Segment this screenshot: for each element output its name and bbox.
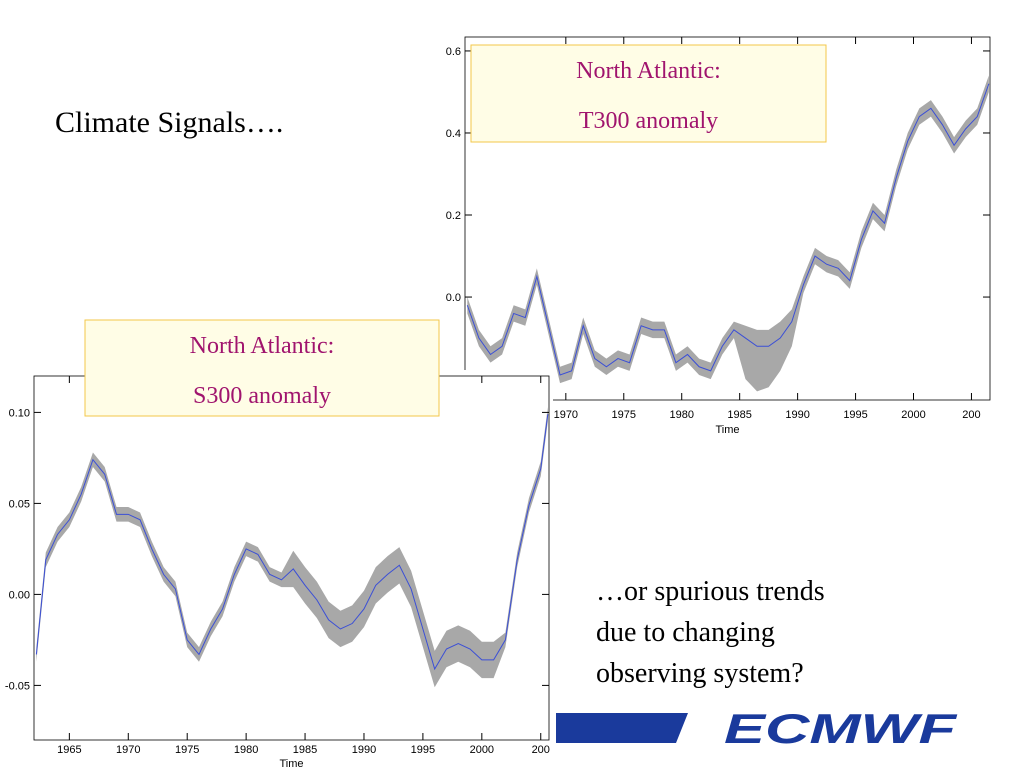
data-line [466,83,990,376]
x-tick-label: 1975 [612,409,636,421]
x-tick-label: 1995 [411,744,435,756]
x-tick-label: 1970 [554,409,578,421]
annotation: North Atlantic: [190,333,335,359]
chart: -0.05 0.00 0.05 0.10 1965 1970 1975 1980 1985 199… [0,319,553,768]
x-tick-label: 1980 [669,409,693,421]
y-tick-label: 0.6 [446,46,461,58]
slide-note: …or spurious trends due to changing obse… [596,576,825,689]
x-axis-title: Time [715,424,739,436]
chart: 0.0 0.2 0.4 0.6 1970 1975 1980 1985 1990 1995 2000… [440,0,991,440]
x-tick-label: 2000 [901,409,925,421]
x-axis-title: Time [279,758,303,768]
x-tick-label: 200 [962,409,980,421]
y-tick-label: 0.00 [9,589,30,601]
y-tick-label: 0.2 [446,210,461,222]
x-tick-label: 1965 [57,744,81,756]
annotation-box [84,319,440,417]
x-tick-label: 1975 [175,744,199,756]
x-tick-label: 2000 [470,744,494,756]
chart-background [0,370,553,768]
slide-title: Climate Signals…. [55,106,283,139]
x-tick-label: 1985 [293,744,317,756]
x-tick-label: 1990 [352,744,376,756]
annotation: North Atlantic: [576,58,721,84]
annotation: S300 anomaly [193,383,331,409]
logo-bar [556,713,688,743]
ensemble-band [36,406,548,688]
y-tick-label: -0.05 [5,680,30,692]
logo: ECMWF [724,705,958,752]
data-line [35,414,549,671]
note-line: observing system? [596,658,804,689]
annotation: T300 anomaly [579,108,718,134]
x-tick-label: 1970 [116,744,140,756]
x-tick-label: 1990 [785,409,809,421]
y-tick-label: 0.05 [9,498,30,510]
x-tick-label: 1985 [727,409,751,421]
y-tick-label: 0.10 [9,407,30,419]
plot-area [35,406,549,688]
note-line: …or spurious trends [596,576,825,607]
annotation-box [470,44,827,143]
x-tick-label: 1995 [843,409,867,421]
y-tick-label: 0.0 [446,292,461,304]
note-line: due to changing [596,617,775,648]
x-tick-label: 1980 [234,744,258,756]
x-tick-label: 200 [532,744,550,756]
plot-area [466,75,990,392]
plot-frame [464,36,991,401]
y-tick-label: 0.4 [446,128,461,140]
